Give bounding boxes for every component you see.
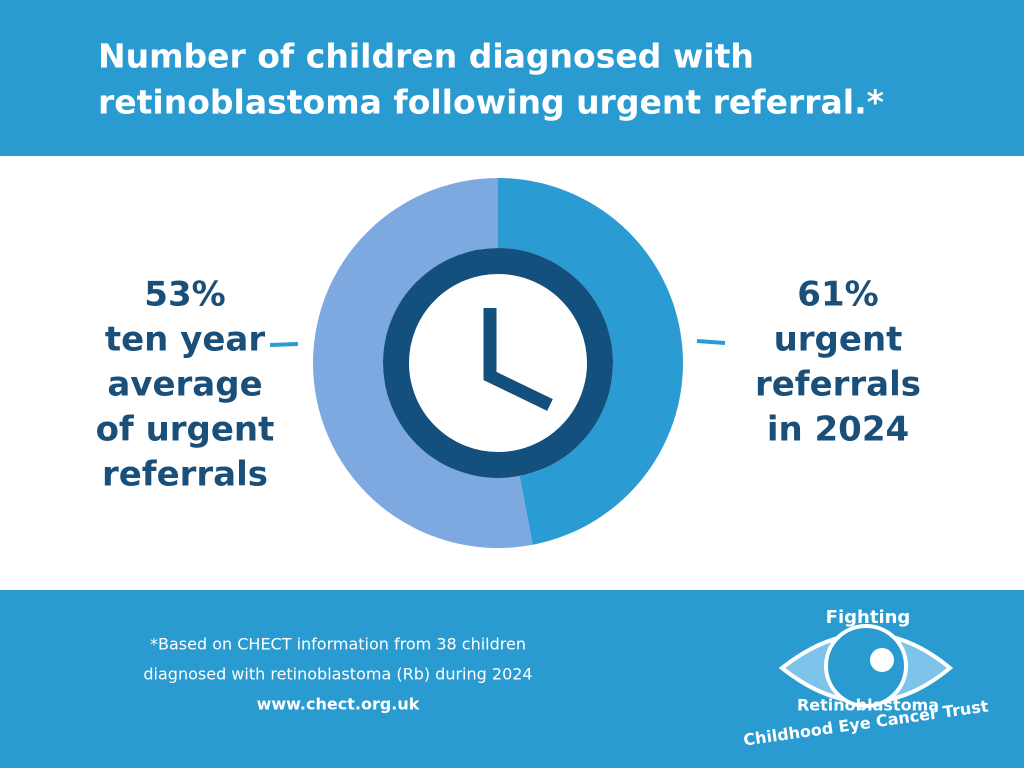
logo-text: Fighting bbox=[826, 607, 911, 628]
connector bbox=[269, 342, 299, 347]
logo-figure bbox=[870, 648, 894, 672]
title-line: Number of children diagnosed with bbox=[98, 37, 754, 76]
annotation-line: of urgent bbox=[96, 410, 275, 450]
donut-slice bbox=[312, 178, 533, 548]
annotation-line: referrals bbox=[102, 455, 268, 495]
donut-slice bbox=[498, 178, 683, 545]
clock-hands bbox=[483, 308, 553, 411]
website: www.chect.org.uk bbox=[257, 695, 420, 714]
annotation-line: average bbox=[107, 365, 262, 405]
annotation-line: urgent bbox=[774, 320, 903, 360]
title-line: retinoblastoma following urgent referral… bbox=[98, 83, 884, 122]
connector bbox=[696, 339, 726, 345]
annotation-line: referrals bbox=[755, 365, 921, 405]
logo-text: Retinoblastoma bbox=[797, 696, 939, 715]
donut-chart bbox=[312, 178, 683, 548]
annotation-line: 61% bbox=[797, 275, 878, 315]
header-band bbox=[0, 0, 1024, 156]
logo-iris bbox=[824, 624, 908, 708]
annotation-line: ten year bbox=[105, 320, 266, 360]
footnote: diagnosed with retinoblastoma (Rb) durin… bbox=[143, 665, 532, 684]
annotation-line: in 2024 bbox=[767, 410, 909, 450]
footnote: *Based on CHECT information from 38 chil… bbox=[150, 635, 526, 654]
annotations: 53% ten year average of urgent referrals 61% u… bbox=[96, 275, 921, 495]
clock-face bbox=[383, 248, 613, 478]
annotation-line: 53% bbox=[144, 275, 225, 315]
